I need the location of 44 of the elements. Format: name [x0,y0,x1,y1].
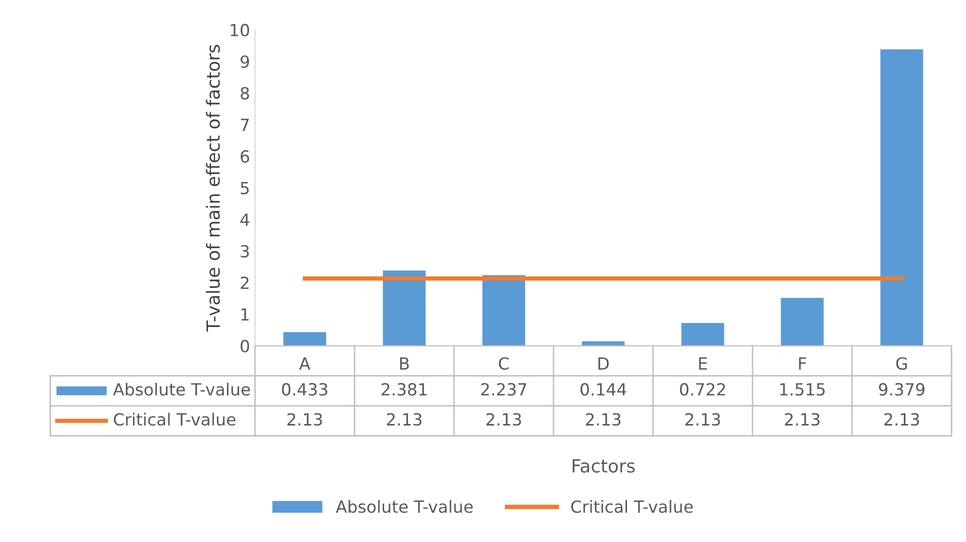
bar [382,270,426,346]
data-label: 2.13 [386,413,422,426]
x-tick-label: F [799,357,806,370]
y-tick-label: 0 [240,340,250,352]
x-tick-label: B [400,357,409,370]
data-label: 1.515 [780,383,825,396]
x-tick-label: D [598,357,609,370]
x-tick-label: A [299,357,310,370]
x-tick-label: E [699,357,707,370]
x-axis-title: Factors [572,459,635,473]
data-label: 0.722 [680,383,725,396]
data-label: 2.13 [287,413,322,426]
bar [780,298,824,346]
data-label: 2.13 [884,413,919,426]
data-label: 2.13 [784,413,820,426]
y-tick-label: 9 [240,55,249,68]
y-tick-label: 6 [240,150,250,163]
bar [482,275,526,346]
legend-label: Critical T-value [114,412,236,426]
data-label: 0.144 [580,383,626,396]
x-tick-label: G [896,357,907,370]
data-label: 0.433 [282,383,328,396]
data-label: 2.13 [486,413,521,426]
text: Critical T-value [571,500,693,513]
y-tick-label: 2 [240,276,248,289]
y-tick-label: 10 [230,24,250,36]
y-tick-label: 3 [240,244,249,258]
y-tick-label: 8 [240,86,250,100]
y-tick-label: 4 [240,214,250,226]
text: Absolute T-value [336,500,473,513]
data-label: 2.13 [685,413,720,426]
legend-label: Absolute T-value [113,382,250,396]
data-label: 9.379 [878,383,924,396]
y-tick-label: 5 [240,182,249,194]
data-label: 2.13 [586,413,620,426]
bar [283,332,326,346]
y-tick-label: 7 [240,118,249,131]
data-label: 2.237 [481,383,526,396]
y-tick-label: 1 [241,308,249,321]
x-tick-label: C [498,357,509,370]
bar [681,322,724,346]
data-label: 2.381 [382,383,427,396]
y-axis-title: T-value of main effect of factors [206,44,220,332]
bar [880,49,924,346]
